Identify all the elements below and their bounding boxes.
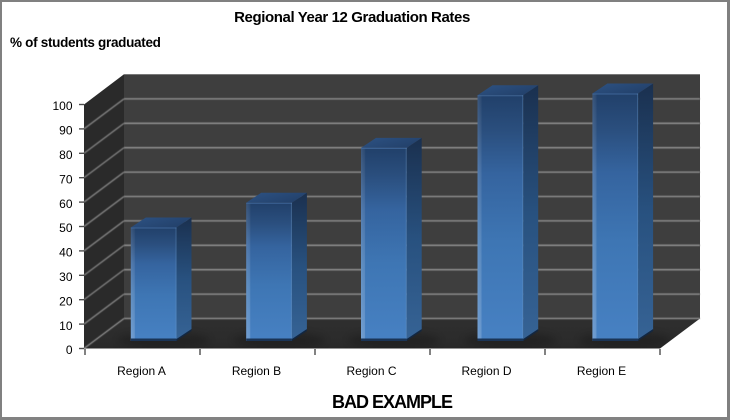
svg-text:70: 70	[59, 172, 73, 186]
svg-text:90: 90	[59, 124, 73, 138]
svg-text:Region E: Region E	[577, 364, 626, 378]
svg-text:10: 10	[59, 319, 73, 333]
svg-text:40: 40	[59, 246, 73, 260]
svg-text:% of students graduated: % of students graduated	[10, 35, 161, 50]
svg-text:60: 60	[59, 197, 73, 211]
svg-text:Region A: Region A	[117, 364, 166, 378]
svg-text:50: 50	[59, 221, 73, 235]
svg-text:100: 100	[52, 99, 72, 113]
svg-text:20: 20	[59, 294, 73, 308]
svg-text:Region C: Region C	[346, 364, 396, 378]
svg-text:Region B: Region B	[232, 364, 281, 378]
svg-text:30: 30	[59, 270, 73, 284]
svg-text:0: 0	[66, 343, 73, 357]
svg-text:BAD EXAMPLE: BAD EXAMPLE	[332, 392, 453, 412]
svg-text:Regional Year 12 Graduation Ra: Regional Year 12 Graduation Rates	[234, 9, 470, 26]
svg-text:80: 80	[59, 148, 73, 162]
svg-text:Region D: Region D	[461, 364, 511, 378]
